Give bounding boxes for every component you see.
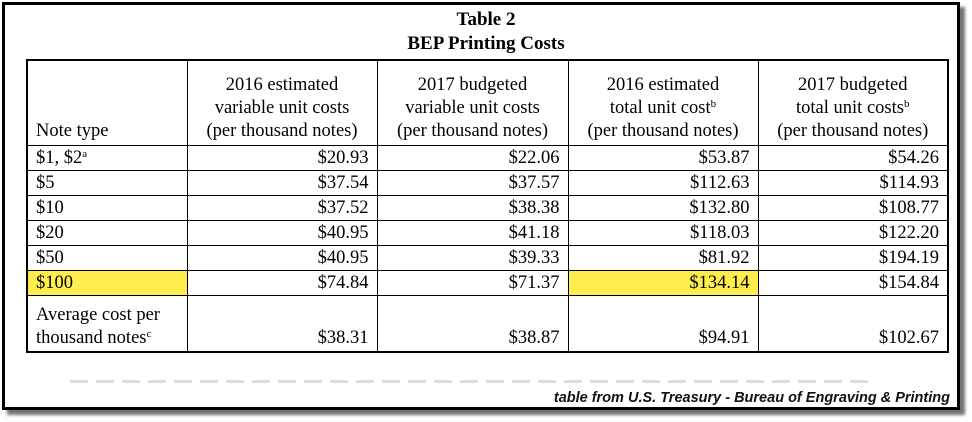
footnote-marker: a <box>82 148 88 160</box>
note-type-cell: $5 <box>26 170 188 196</box>
table-row: $1, $2a $20.93 $22.06 $53.87 $54.26 <box>26 145 949 171</box>
value-cell: $114.93 <box>757 170 949 196</box>
value-cell: $132.80 <box>567 195 759 221</box>
average-label-line: Average cost per <box>36 305 160 325</box>
value-cell: $71.37 <box>376 270 569 296</box>
table-title: Table 2 <box>456 9 516 30</box>
value-cell: $40.95 <box>186 245 378 271</box>
average-value-cell: $102.67 <box>757 295 949 353</box>
note-type-cell-highlighted: $100 <box>26 270 188 296</box>
value-cell: $74.84 <box>186 270 378 296</box>
value-cell: $154.84 <box>757 270 949 296</box>
value-cell: $37.52 <box>186 195 378 221</box>
average-value-cell: $38.31 <box>186 295 378 353</box>
value-cell: $108.77 <box>757 195 949 221</box>
value-cell: $37.57 <box>376 170 569 196</box>
average-label-line: thousand notes <box>36 328 147 348</box>
average-row: Average cost per thousand notesc $38.31 … <box>26 295 949 353</box>
header-note-type: Note type <box>26 59 188 146</box>
table-row: $10 $37.52 $38.38 $132.80 $108.77 <box>26 195 949 221</box>
header-line: (per thousand notes) <box>777 121 929 141</box>
footnote-marker: c <box>146 328 152 340</box>
table-subtitle: BEP Printing Costs <box>407 33 565 54</box>
header-2017-total: 2017 budgeted total unit costsb (per tho… <box>757 59 949 146</box>
value-cell: $20.93 <box>186 145 378 171</box>
table-row: $20 $40.95 $41.18 $118.03 $122.20 <box>26 220 949 246</box>
header-line: (per thousand notes) <box>396 121 549 141</box>
value-cell: $22.06 <box>376 145 569 171</box>
average-value-cell: $38.87 <box>376 295 569 353</box>
header-line: total unit costs <box>796 98 904 118</box>
header-line: 2016 estimated <box>606 75 720 95</box>
header-line: 2017 budgeted <box>798 75 908 95</box>
header-line: (per thousand notes) <box>206 121 358 141</box>
table-row: $50 $40.95 $39.33 $81.92 $194.19 <box>26 245 949 271</box>
value-cell: $112.63 <box>567 170 759 196</box>
value-cell: $194.19 <box>757 245 949 271</box>
source-credit: table from U.S. Treasury - Bureau of Eng… <box>553 390 950 406</box>
average-label-cell: Average cost per thousand notesc <box>26 295 188 353</box>
bep-printing-costs-table: Note type 2016 estimated variable unit c… <box>26 59 949 353</box>
value-cell-highlighted: $134.14 <box>567 270 759 296</box>
header-line: total unit cost <box>609 98 711 118</box>
header-line: 2017 budgeted <box>417 75 528 95</box>
table-row: $5 $37.54 $37.57 $112.63 $114.93 <box>26 170 949 196</box>
value-cell: $118.03 <box>567 220 759 246</box>
header-2016-total: 2016 estimated total unit costb (per tho… <box>567 59 759 146</box>
average-value-cell: $94.91 <box>567 295 759 353</box>
value-cell: $38.38 <box>376 195 569 221</box>
header-2016-variable: 2016 estimated variable unit costs (per … <box>186 59 378 146</box>
note-type-cell: $1, $2a <box>26 145 188 171</box>
footnote-marker: b <box>903 98 910 110</box>
note-type-label: $1, $2 <box>36 148 83 168</box>
header-line: 2016 estimated <box>225 75 339 95</box>
header-line: variable unit costs <box>214 98 350 118</box>
footnote-marker: b <box>710 98 717 110</box>
header-2017-variable: 2017 budgeted variable unit costs (per t… <box>376 59 569 146</box>
value-cell: $122.20 <box>757 220 949 246</box>
note-type-cell: $10 <box>26 195 188 221</box>
header-row: Note type 2016 estimated variable unit c… <box>26 59 949 146</box>
note-type-cell: $20 <box>26 220 188 246</box>
value-cell: $39.33 <box>376 245 569 271</box>
value-cell: $53.87 <box>567 145 759 171</box>
value-cell: $54.26 <box>757 145 949 171</box>
value-cell: $37.54 <box>186 170 378 196</box>
header-text: Note type <box>36 121 109 141</box>
value-cell: $81.92 <box>567 245 759 271</box>
header-line: (per thousand notes) <box>587 121 739 141</box>
table-row: $100 $74.84 $71.37 $134.14 $154.84 <box>26 270 949 296</box>
header-line: variable unit costs <box>405 98 540 118</box>
faint-footnote-remnant <box>70 380 870 383</box>
value-cell: $41.18 <box>376 220 569 246</box>
value-cell: $40.95 <box>186 220 378 246</box>
note-type-cell: $50 <box>26 245 188 271</box>
